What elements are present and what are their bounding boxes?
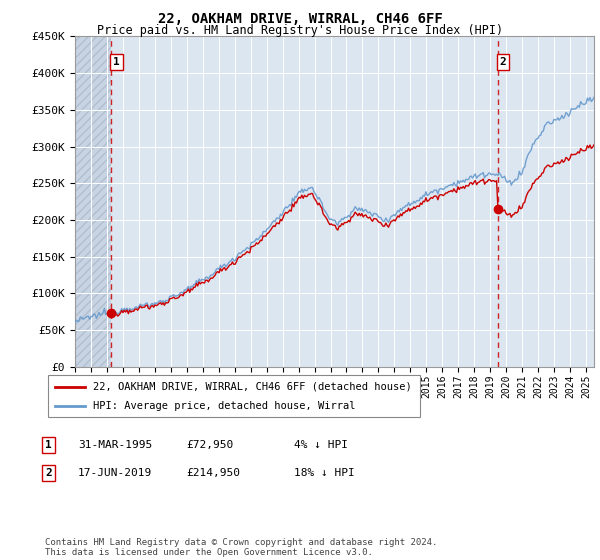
- Text: £72,950: £72,950: [186, 440, 233, 450]
- Text: 1: 1: [45, 440, 52, 450]
- Text: 4% ↓ HPI: 4% ↓ HPI: [294, 440, 348, 450]
- Text: 17-JUN-2019: 17-JUN-2019: [78, 468, 152, 478]
- Text: 2: 2: [500, 57, 506, 67]
- Bar: [75, 36, 111, 367]
- Text: 31-MAR-1995: 31-MAR-1995: [78, 440, 152, 450]
- Text: Price paid vs. HM Land Registry's House Price Index (HPI): Price paid vs. HM Land Registry's House …: [97, 24, 503, 36]
- Text: £214,950: £214,950: [186, 468, 240, 478]
- Text: 2: 2: [45, 468, 52, 478]
- Text: 22, OAKHAM DRIVE, WIRRAL, CH46 6FF (detached house): 22, OAKHAM DRIVE, WIRRAL, CH46 6FF (deta…: [92, 381, 412, 391]
- Text: 1: 1: [113, 57, 120, 67]
- Text: HPI: Average price, detached house, Wirral: HPI: Average price, detached house, Wirr…: [92, 401, 355, 411]
- Text: 22, OAKHAM DRIVE, WIRRAL, CH46 6FF: 22, OAKHAM DRIVE, WIRRAL, CH46 6FF: [158, 12, 442, 26]
- Text: 18% ↓ HPI: 18% ↓ HPI: [294, 468, 355, 478]
- Text: Contains HM Land Registry data © Crown copyright and database right 2024.
This d: Contains HM Land Registry data © Crown c…: [45, 538, 437, 557]
